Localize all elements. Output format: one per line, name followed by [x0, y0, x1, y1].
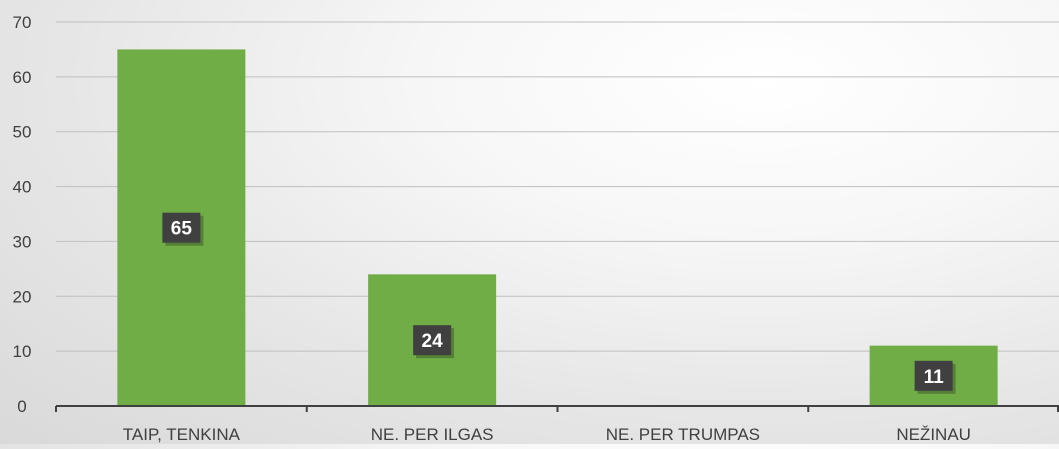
data-label: 11	[914, 360, 956, 394]
data-label-text: 11	[924, 367, 945, 388]
data-label-box	[914, 360, 953, 391]
x-tick-label: NE. PER TRUMPAS	[606, 425, 760, 444]
y-tick-label: 60	[13, 68, 32, 87]
bars	[117, 49, 998, 407]
data-label: 65	[162, 212, 204, 246]
data-label-text: 24	[422, 331, 444, 352]
data-labels: 65 24 11	[162, 212, 956, 394]
data-label-box	[413, 325, 452, 356]
x-axis-tick-labels: TAIP, TENKINA NE. PER ILGAS NE. PER TRUMPA…	[123, 425, 971, 444]
data-label-box	[162, 212, 201, 243]
y-tick-label: 20	[13, 287, 32, 306]
x-tick-label: TAIP, TENKINA	[123, 425, 241, 444]
y-tick-label: 50	[13, 123, 32, 142]
x-axis	[55, 405, 1059, 412]
x-tick-label: NEŽINAU	[896, 425, 971, 444]
y-tick-label: 70	[13, 13, 32, 32]
data-label-text: 65	[171, 219, 193, 240]
x-tick-label: NE. PER ILGAS	[371, 425, 494, 444]
y-axis-tick-labels: 0 10 20 30 40 50 60 70	[13, 13, 32, 416]
y-tick-label: 10	[13, 342, 32, 361]
y-tick-label: 0	[17, 397, 26, 416]
y-tick-label: 40	[13, 178, 32, 197]
data-label: 24	[413, 325, 455, 359]
y-tick-label: 30	[13, 232, 32, 251]
